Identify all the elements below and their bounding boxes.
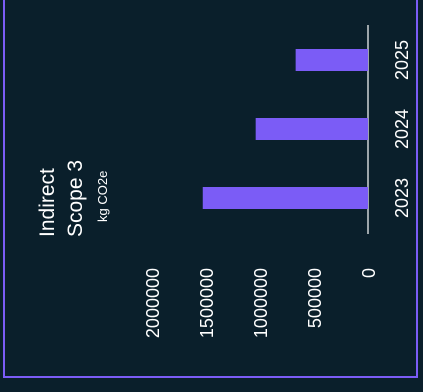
y-tick-label: 1000000 (251, 268, 271, 338)
y-tick-label: 2000000 (143, 268, 163, 338)
y-tick-label: 500000 (305, 268, 325, 328)
y-tick-label: 1500000 (197, 268, 217, 338)
chart-title-line-1: Indirect (36, 168, 59, 237)
category-label: 2025 (392, 40, 412, 80)
chart-title-line-2: Scope 3 (64, 160, 87, 237)
bar (202, 187, 368, 209)
category-label: 2023 (392, 178, 412, 218)
bar (295, 49, 368, 71)
bar (255, 118, 368, 140)
category-labels: 2023 2024 2025 (392, 40, 412, 218)
bars (202, 49, 368, 209)
y-tick-labels: 0 500000 1000000 1500000 2000000 (143, 268, 379, 338)
y-tick-label: 0 (359, 268, 379, 278)
category-label: 2024 (392, 109, 412, 149)
chart-unit-label: kg CO2e (95, 171, 110, 222)
